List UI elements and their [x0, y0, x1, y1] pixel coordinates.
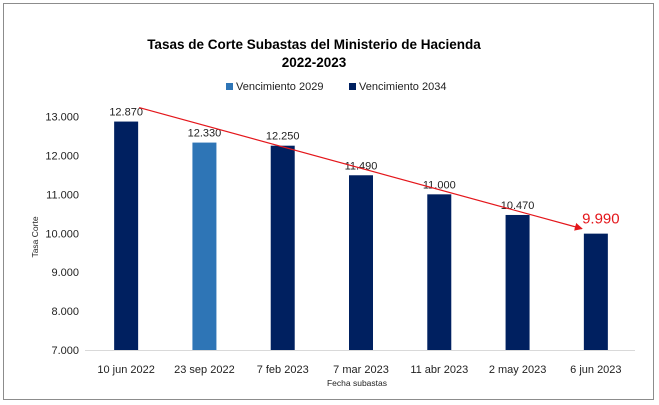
y-tick-label: 10.000 — [45, 228, 79, 240]
bar — [427, 194, 452, 350]
x-tick-label: 6 jun 2023 — [570, 364, 621, 376]
bar — [505, 214, 530, 350]
legend-label-2034: Vencimiento 2034 — [359, 81, 446, 93]
y-tick-label: 7.000 — [51, 345, 79, 357]
bar — [192, 142, 217, 350]
legend-swatch-2034 — [349, 83, 356, 90]
legend-swatch-2029 — [226, 83, 233, 90]
y-tick-label: 13.000 — [45, 112, 79, 124]
y-tick-label: 11.000 — [46, 189, 79, 201]
data-label-highlight: 9.990 — [582, 211, 620, 228]
bar — [114, 121, 139, 350]
data-label: 12.250 — [266, 131, 300, 143]
x-tick-label: 7 feb 2023 — [257, 364, 309, 376]
y-axis-label: Tasa Corte — [30, 216, 40, 257]
y-tick-label: 8.000 — [51, 306, 79, 318]
data-label: 10.470 — [501, 200, 535, 212]
chart-frame: Tasas de Corte Subastas del Ministerio d… — [3, 3, 654, 400]
trend-arrow — [138, 106, 583, 231]
bar — [270, 145, 295, 350]
legend-label-2029: Vencimiento 2029 — [236, 81, 323, 93]
x-tick-label: 11 abr 2023 — [410, 364, 468, 376]
chart: Tasas de Corte Subastas del Ministerio d… — [30, 37, 635, 388]
chart-subtitle: 2022-2023 — [282, 55, 347, 70]
y-tick-label: 12.000 — [45, 150, 79, 162]
data-label: 11.490 — [345, 160, 378, 172]
data-label: 12.870 — [109, 107, 143, 119]
x-axis-label: Fecha subastas — [327, 378, 387, 388]
data-label: 11.000 — [423, 179, 456, 191]
chart-title: Tasas de Corte Subastas del Ministerio d… — [147, 37, 481, 52]
y-tick-label: 9.000 — [51, 267, 79, 279]
x-tick-label: 7 mar 2023 — [333, 364, 389, 376]
bar — [583, 233, 608, 350]
bar — [349, 175, 373, 350]
x-tick-label: 10 jun 2022 — [97, 364, 155, 376]
data-label: 12.330 — [188, 128, 222, 140]
x-tick-label: 23 sep 2022 — [174, 364, 235, 376]
x-tick-label: 2 may 2023 — [489, 364, 546, 376]
